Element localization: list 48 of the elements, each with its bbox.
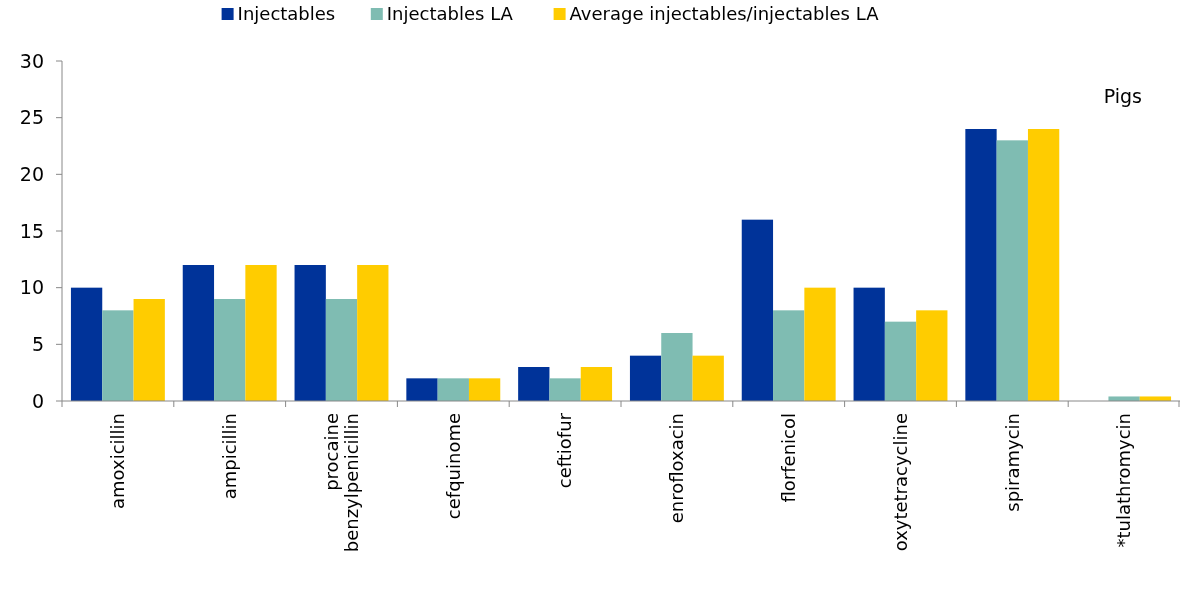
y-tick-label: 15 <box>19 219 44 242</box>
y-tick-label: 25 <box>19 106 44 129</box>
bar <box>996 140 1028 401</box>
bar <box>325 299 358 401</box>
y-tick-label: 30 <box>19 49 44 72</box>
x-tick-label: ceftiofur <box>554 412 576 489</box>
bar <box>661 333 693 401</box>
bar <box>518 367 550 401</box>
bar <box>102 310 134 401</box>
bar <box>804 287 836 401</box>
bar <box>182 265 215 401</box>
x-tick-label: ampicillin <box>219 413 240 500</box>
x-tick-label: amoxicillin <box>107 413 129 509</box>
bar <box>884 321 917 401</box>
bar <box>245 265 277 401</box>
bar <box>629 355 662 401</box>
x-tick-label: *tulathromycin <box>1113 413 1135 548</box>
bar <box>1108 396 1140 401</box>
y-tick-label: 20 <box>19 162 44 185</box>
bar <box>468 378 501 401</box>
y-tick-label: 10 <box>19 276 44 299</box>
y-tick-label: 5 <box>31 332 44 355</box>
x-tick-label: spiramycin <box>1001 413 1023 512</box>
bar <box>406 378 438 401</box>
bar <box>357 265 389 401</box>
y-tick-label: 0 <box>31 389 44 412</box>
bar <box>70 287 103 401</box>
bar <box>853 287 885 401</box>
legend-label: Injectables LA <box>386 3 514 24</box>
bar <box>549 378 581 401</box>
x-tick-label: cefquinome <box>442 413 464 520</box>
legend-label: Average injectables/injectables LA <box>569 3 880 24</box>
x-tick-label: enrofloxacin <box>666 413 688 524</box>
bar <box>214 299 246 401</box>
bar <box>741 219 774 401</box>
bar <box>773 310 805 401</box>
bar <box>580 367 613 401</box>
x-tick-label: florfenicol <box>778 413 799 503</box>
x-tick-label: oxytetracycline <box>889 413 911 552</box>
bar <box>133 299 165 401</box>
bar <box>437 378 469 401</box>
bar <box>1027 129 1060 401</box>
bar <box>965 129 997 401</box>
annotation: Pigs <box>1103 85 1142 107</box>
legend-label: Injectables <box>237 3 336 24</box>
bar <box>916 310 948 401</box>
bar <box>692 355 724 401</box>
bar <box>294 265 326 401</box>
